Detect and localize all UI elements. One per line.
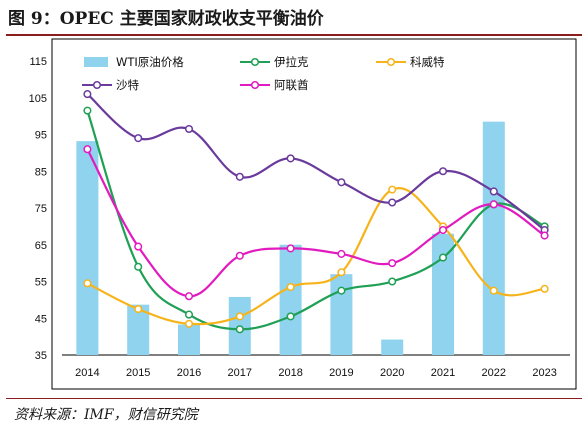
saudi-point [83, 90, 92, 99]
x-tick-label: 2022 [482, 367, 506, 379]
iraq-line [86, 110, 546, 331]
kuwait-point [286, 282, 295, 292]
source-note: 资料来源：IMF，财信研究院 [14, 407, 198, 423]
y-tick-label: 35 [35, 350, 47, 362]
uae-point [286, 244, 295, 253]
legend-label-kuwait: 科威特 [410, 55, 445, 69]
kuwait-line [86, 187, 545, 326]
uae-point [184, 292, 194, 301]
iraq-point [438, 253, 448, 262]
uae-point [83, 145, 92, 154]
iraq-point [134, 262, 143, 271]
saudi-point [184, 124, 194, 134]
iraq-point [388, 277, 397, 286]
y-tick-label: 65 [35, 240, 47, 252]
y-axis: 35 45 55 65 75 85 95 105 115 [29, 56, 47, 362]
legend-marker-saudi [92, 80, 102, 90]
kuwait-point [540, 284, 549, 293]
x-tick-label: 2018 [278, 367, 302, 379]
y-tick-label: 105 [29, 93, 47, 105]
uae-point [438, 226, 448, 235]
y-tick-label: 115 [29, 56, 47, 68]
saudi-line [86, 93, 546, 231]
series-lines [83, 90, 549, 334]
y-tick-label: 45 [35, 313, 47, 325]
saudi-point [489, 187, 498, 196]
kuwait-point [134, 305, 143, 314]
uae-point [540, 231, 549, 240]
kuwait-point [388, 185, 397, 194]
uae-line [86, 148, 546, 298]
saudi-point [388, 198, 397, 207]
wti-bar [432, 233, 454, 355]
saudi-point [235, 172, 244, 181]
y-tick-label: 85 [35, 166, 47, 178]
kuwait-point [83, 279, 92, 288]
uae-point [235, 251, 244, 260]
iraq-point [83, 106, 92, 115]
x-tick-label: 2017 [228, 367, 252, 379]
legend-marker-iraq [250, 57, 260, 67]
legend-label-uae: 阿联酋 [274, 78, 309, 92]
x-axis: 2014 2015 2016 2017 2018 2019 2020 2021 2022 2023 [62, 354, 570, 379]
kuwait-point [235, 312, 244, 321]
legend-label-wti: WTI原油价格 [116, 55, 184, 69]
wti-bar [482, 121, 505, 355]
saudi-point [286, 154, 295, 163]
legend-label-iraq: 伊拉克 [274, 55, 309, 69]
plot-frame [51, 38, 577, 390]
wti-bars [76, 121, 505, 355]
kuwait-point [337, 268, 346, 277]
x-tick-label: 2020 [380, 367, 404, 379]
iraq-point [184, 310, 194, 319]
uae-point [489, 200, 498, 209]
x-tick-label: 2021 [431, 367, 455, 379]
iraq-point [286, 312, 295, 321]
kuwait-point [489, 286, 498, 295]
wti-bar [330, 274, 353, 355]
x-tick-label: 2015 [126, 367, 150, 379]
wti-bar [127, 304, 150, 355]
legend-swatch-wti [84, 57, 108, 67]
kuwait-point [184, 319, 194, 328]
saudi-point [438, 167, 448, 176]
y-tick-label: 95 [35, 130, 47, 142]
legend-marker-uae [250, 80, 260, 90]
iraq-point [235, 325, 244, 334]
x-tick-label: 2019 [329, 367, 353, 379]
wti-bar [279, 244, 302, 355]
iraq-point [337, 286, 346, 295]
y-tick-label: 55 [35, 277, 47, 289]
source-rule [6, 398, 582, 399]
x-tick-label: 2016 [177, 367, 201, 379]
figure-title: 图 9：OPEC 主要国家财政收支平衡油价 [8, 9, 324, 29]
saudi-point [337, 178, 346, 187]
legend-marker-kuwait [386, 57, 396, 67]
title-rule [6, 34, 582, 36]
y-tick-label: 75 [35, 203, 47, 215]
uae-point [388, 259, 397, 268]
uae-point [337, 249, 346, 258]
wti-bar [381, 339, 404, 355]
legend-label-saudi: 沙特 [116, 78, 139, 92]
x-tick-label: 2023 [532, 367, 556, 379]
x-tick-label: 2014 [75, 367, 99, 379]
saudi-point [134, 134, 143, 143]
wti-bar [76, 141, 99, 355]
wti-bar [178, 324, 200, 355]
uae-point [134, 242, 143, 251]
